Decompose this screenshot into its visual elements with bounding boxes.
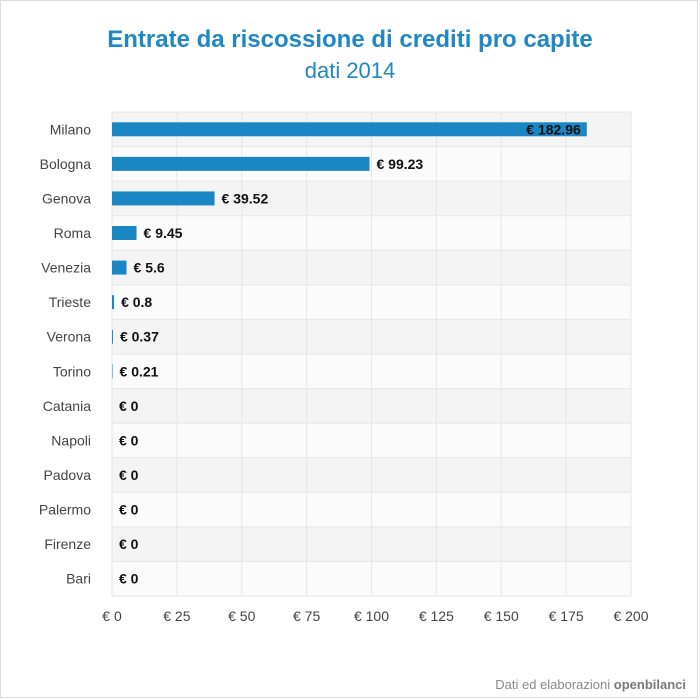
data-label: € 182.96	[526, 121, 581, 137]
bar	[112, 260, 127, 275]
data-label: € 0.37	[120, 329, 159, 345]
data-label: € 0	[119, 467, 139, 483]
x-tick-label: € 50	[228, 608, 255, 624]
category-label: Roma	[54, 225, 92, 241]
category-label: Catania	[43, 398, 91, 414]
category-label: Verona	[47, 329, 92, 345]
category-label: Torino	[53, 363, 91, 379]
bar	[112, 191, 215, 206]
chart-title: Entrate da riscossione di crediti pro ca…	[107, 26, 593, 53]
data-label: € 39.52	[222, 190, 269, 206]
category-label: Padova	[44, 467, 92, 483]
x-tick-label: € 100	[354, 608, 389, 624]
data-label: € 0	[119, 571, 139, 587]
category-label: Firenze	[44, 536, 91, 552]
category-label: Napoli	[51, 432, 91, 448]
data-label: € 0.8	[121, 294, 152, 310]
x-tick-label: € 150	[484, 608, 519, 624]
footer-credit: Dati ed elaborazioni openbilanci	[495, 677, 686, 692]
data-label: € 5.6	[134, 260, 165, 276]
category-label: Genova	[42, 190, 91, 206]
x-tick-label: € 125	[419, 608, 454, 624]
bar	[112, 122, 587, 137]
x-tick-label: € 25	[163, 608, 190, 624]
footer-text: Dati ed elaborazioni	[495, 677, 614, 692]
category-label: Bologna	[40, 156, 92, 172]
x-tick-label: € 0	[102, 608, 122, 624]
data-label: € 9.45	[144, 225, 183, 241]
category-label: Palermo	[39, 502, 91, 518]
x-tick-label: € 75	[293, 608, 320, 624]
data-label: € 0	[119, 502, 139, 518]
data-label: € 0	[119, 398, 139, 414]
category-label: Bari	[66, 571, 91, 587]
data-label: € 0	[119, 536, 139, 552]
bar	[112, 226, 137, 240]
data-label: € 0.21	[120, 363, 159, 379]
bar	[112, 364, 113, 379]
category-label: Milano	[50, 121, 91, 137]
data-label: € 0	[119, 432, 139, 448]
x-tick-label: € 175	[549, 608, 584, 624]
bar	[112, 329, 113, 344]
x-tick-label: € 200	[613, 608, 648, 624]
category-label: Trieste	[49, 294, 91, 310]
chart-subtitle: dati 2014	[304, 58, 396, 83]
bar	[112, 156, 370, 171]
bar	[112, 295, 115, 310]
category-label: Venezia	[41, 260, 91, 276]
footer-brand: openbilanci	[613, 677, 686, 692]
data-label: € 99.23	[377, 156, 424, 172]
